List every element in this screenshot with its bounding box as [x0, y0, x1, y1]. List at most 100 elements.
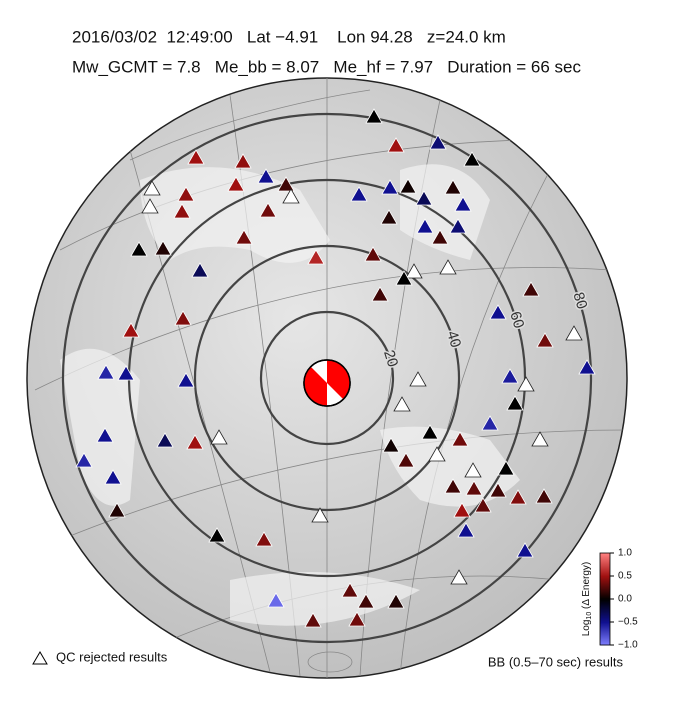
station-qc-rejected [393, 396, 411, 412]
station [465, 480, 483, 496]
colorbar-tick-label: 0.0 [618, 594, 632, 605]
station [186, 434, 204, 450]
station [117, 365, 135, 381]
header-line2: Mw_GCMT = 7.8 Me_bb = 8.07 Me_hf = 7.97 … [72, 57, 582, 76]
station-qc-rejected [565, 325, 583, 341]
station [453, 502, 471, 518]
colorbar-cell [600, 615, 610, 618]
colorbar-cell [600, 593, 610, 596]
station-qc-rejected [428, 446, 446, 462]
colorbar-cell [600, 561, 610, 564]
station-qc-rejected [141, 198, 159, 214]
station [387, 593, 405, 609]
station [227, 176, 245, 192]
colorbar-tick-label: 1.0 [618, 548, 632, 559]
station [348, 611, 366, 627]
station [457, 522, 475, 538]
station [522, 281, 540, 297]
station [489, 482, 507, 498]
station [444, 179, 462, 195]
station [130, 241, 148, 257]
colorbar-cell [600, 565, 610, 568]
colorbar-cell [600, 573, 610, 576]
station [267, 592, 285, 608]
colorbar-cell [600, 587, 610, 590]
distance-ring [193, 244, 461, 512]
station [154, 240, 172, 256]
ring-label: 60 [506, 309, 527, 330]
colorbar-label-rest: (Δ Energy) [581, 562, 592, 612]
station [421, 424, 439, 440]
station [357, 593, 375, 609]
station-qc-rejected [405, 263, 423, 279]
station [481, 415, 499, 431]
colorbar-cell [600, 567, 610, 570]
station [365, 108, 383, 124]
colorbar-cell [600, 631, 610, 634]
ring-label: 80 [569, 290, 590, 311]
station [516, 542, 534, 558]
station [364, 246, 382, 262]
station [173, 203, 191, 219]
colorbar-tick-label: −1.0 [618, 640, 638, 651]
station [397, 452, 415, 468]
station [497, 460, 515, 476]
colorbar-cell [600, 555, 610, 558]
focal-mechanism [303, 359, 351, 407]
station-qc-rejected [531, 431, 549, 447]
colorbar-cell [600, 597, 610, 600]
station [380, 209, 398, 225]
colorbar-cell [600, 627, 610, 630]
station [451, 431, 469, 447]
ring-label: 20 [380, 348, 401, 369]
colorbar-cell [600, 637, 610, 640]
colorbar-cell [600, 601, 610, 604]
station [304, 612, 322, 628]
colorbar-cell [600, 621, 610, 624]
colorbar-cell [600, 633, 610, 636]
colorbar-cell [600, 571, 610, 574]
station [177, 372, 195, 388]
station [174, 310, 192, 326]
station [341, 582, 359, 598]
station [371, 286, 389, 302]
colorbar-tick-label: 0.5 [618, 571, 632, 582]
station-qc-rejected [464, 462, 482, 478]
legend-qc-symbol [32, 651, 48, 665]
colorbar-cell [600, 591, 610, 594]
colorbar-cell [600, 641, 610, 644]
station [454, 196, 472, 212]
station [255, 531, 273, 547]
colorbar-label-sub: 10 [586, 612, 593, 620]
station-qc-rejected [409, 371, 427, 387]
colorbar-cell [600, 609, 610, 612]
station [506, 395, 524, 411]
station [187, 149, 205, 165]
colorbar-cell [600, 605, 610, 608]
station [350, 186, 368, 202]
station [75, 452, 93, 468]
station-qc-rejected [450, 569, 468, 585]
colorbar-cell [600, 619, 610, 622]
colorbar-label-log: Log [581, 620, 592, 637]
station [509, 489, 527, 505]
station [489, 304, 507, 320]
colorbar-cell [600, 639, 610, 642]
legend-qc: QC rejected results [56, 649, 168, 664]
colorbar-cell [600, 613, 610, 616]
station [399, 178, 417, 194]
station-qc-rejected [517, 376, 535, 392]
station [259, 202, 277, 218]
station [429, 134, 447, 150]
station [156, 432, 174, 448]
station-qc-rejected [311, 507, 329, 523]
colorbar-label: Log10 (Δ Energy) [581, 562, 593, 637]
colorbar-cell [600, 599, 610, 602]
station [277, 176, 295, 192]
station [416, 218, 434, 234]
station [536, 332, 554, 348]
station [234, 153, 252, 169]
colorbar-cell [600, 625, 610, 628]
station [415, 190, 433, 206]
